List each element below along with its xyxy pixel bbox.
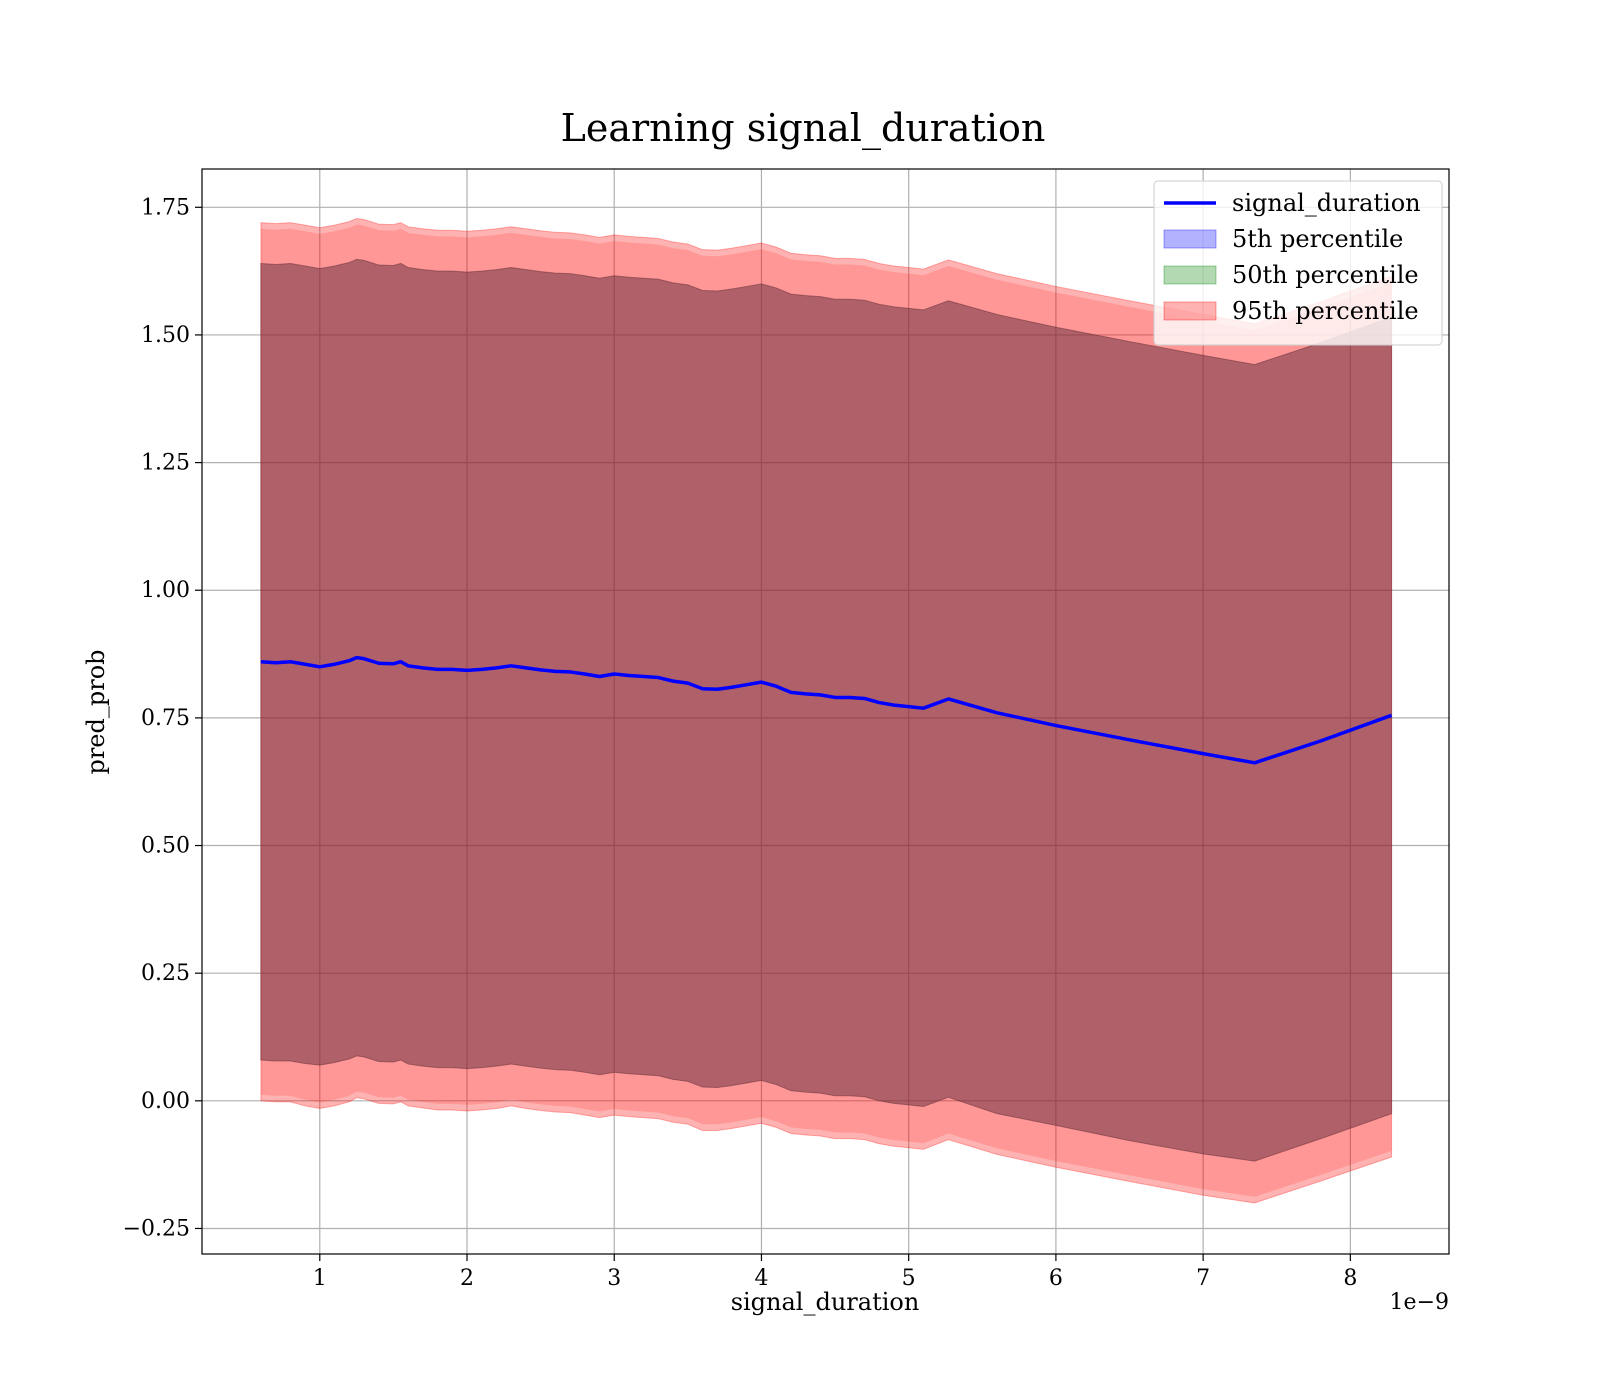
x-tick-label: 1 [313, 1266, 327, 1291]
y-tick-label: 1.00 [141, 578, 190, 603]
axis-ticks: 1 2 3 4 5 6 7 8 −0.25 0.00 0.25 0.50 0.75 1.00 1.25 1.5… [123, 195, 1358, 1291]
band-5th-percentile [260, 258, 1393, 1162]
grid [202, 169, 1449, 1254]
legend-box [1153, 180, 1443, 346]
percentile-bands [260, 218, 1393, 1204]
y-tick-label: 0.50 [141, 834, 190, 859]
x-tick-label: 6 [1049, 1266, 1063, 1291]
y-tick-label: −0.25 [123, 1216, 190, 1241]
y-tick-label: 0.25 [141, 961, 190, 986]
chart-title: Learning signal_duration [561, 106, 1046, 151]
legend-swatch-5th-percentile [1163, 229, 1217, 249]
legend-label-50th-percentile: 50th percentile [1232, 261, 1419, 289]
legend-label-95th-percentile: 95th percentile [1232, 297, 1419, 325]
x-axis-offset-label: 1e−9 [1390, 1290, 1449, 1315]
legend-label-5th-percentile: 5th percentile [1232, 225, 1403, 253]
legend-label-signal_duration: signal_duration [1232, 189, 1421, 217]
x-tick-label: 8 [1343, 1266, 1357, 1291]
y-tick-label: 0.75 [141, 706, 190, 731]
x-tick-label: 5 [902, 1266, 916, 1291]
y-tick-label: 1.25 [141, 451, 190, 476]
y-tick-label: 1.50 [141, 323, 190, 348]
inner-band-95th-percentile [260, 224, 1392, 1197]
x-tick-label: 2 [460, 1266, 474, 1291]
y-axis-label: pred_prob [82, 649, 110, 774]
band-95th-percentile [260, 218, 1393, 1204]
x-tick-label: 4 [754, 1266, 768, 1291]
x-tick-label: 3 [607, 1266, 621, 1291]
y-tick-label: 0.00 [141, 1089, 190, 1114]
legend-swatch-50th-percentile [1163, 265, 1217, 285]
x-axis-label: signal_duration [731, 1288, 920, 1316]
legend: signal_duration 5th percentile 50th percen… [1153, 180, 1443, 346]
series-line-signal_duration [260, 655, 1393, 765]
series-lines [260, 655, 1393, 765]
plot-area-frame [201, 168, 1450, 1255]
legend-swatch-95th-percentile [1163, 301, 1217, 321]
x-tick-label: 7 [1196, 1266, 1210, 1291]
y-tick-label: 1.75 [141, 195, 190, 220]
band-50th-percentile [260, 258, 1393, 1162]
